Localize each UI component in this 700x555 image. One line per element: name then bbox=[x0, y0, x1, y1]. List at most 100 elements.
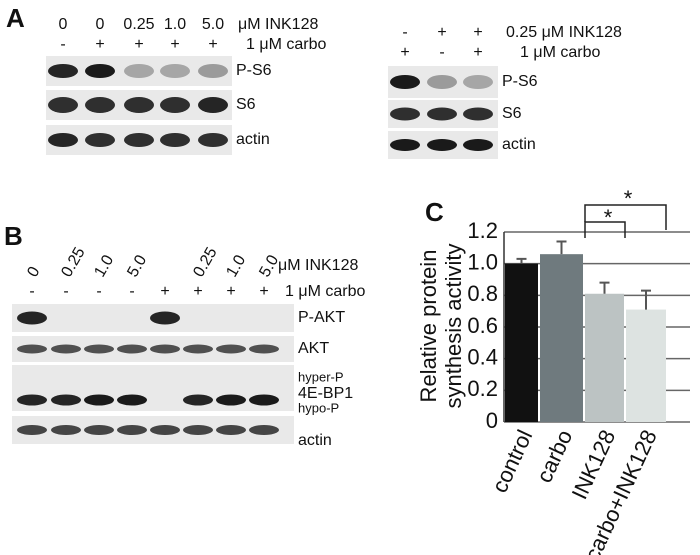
blot-band bbox=[124, 97, 154, 113]
blot-band bbox=[390, 139, 420, 151]
lane-sign: - bbox=[60, 36, 65, 53]
row-label: actin bbox=[502, 136, 536, 153]
blot-band bbox=[249, 344, 279, 354]
bar bbox=[540, 254, 583, 422]
lane-sign: + bbox=[208, 36, 217, 53]
significance-mark: * bbox=[604, 205, 613, 230]
lane-sign: + bbox=[400, 44, 409, 61]
blot-band bbox=[84, 394, 114, 406]
blot-band bbox=[117, 425, 147, 435]
blot-band bbox=[183, 425, 213, 435]
lane-label: 0.25 bbox=[58, 245, 88, 281]
y-tick-label: 1.0 bbox=[467, 249, 498, 274]
lane-sign: - bbox=[439, 44, 444, 61]
lane-sign: - bbox=[63, 283, 68, 300]
error-bar bbox=[516, 257, 527, 264]
lane-label: 1.0 bbox=[223, 252, 249, 280]
blot-band bbox=[183, 394, 213, 406]
lane-label: 0.25 bbox=[123, 16, 154, 33]
lane-sign: - bbox=[29, 283, 34, 300]
blot-band bbox=[183, 344, 213, 354]
row-label: P-AKT bbox=[298, 309, 345, 326]
blot-band bbox=[150, 425, 180, 435]
panel-label: C bbox=[425, 197, 444, 227]
lane-label: 0 bbox=[24, 264, 43, 280]
row-label: P-S6 bbox=[236, 62, 272, 79]
lane-sign: + bbox=[95, 36, 104, 53]
lane-label: 1.0 bbox=[164, 16, 186, 33]
lane-label: 0.25 bbox=[190, 245, 220, 281]
blot-band bbox=[160, 97, 190, 113]
blot-band bbox=[198, 64, 228, 78]
blot-band bbox=[390, 75, 420, 89]
bar bbox=[626, 309, 666, 422]
error-bar bbox=[556, 240, 567, 255]
blot-band bbox=[85, 64, 115, 78]
y-tick-label: 1.2 bbox=[467, 218, 498, 243]
blot-band bbox=[48, 64, 78, 78]
lane-sign: - bbox=[96, 283, 101, 300]
error-bar bbox=[599, 281, 610, 294]
lane-label: 5.0 bbox=[124, 252, 150, 280]
blot-band bbox=[85, 133, 115, 147]
lane-sign: + bbox=[473, 24, 482, 41]
blot-band bbox=[463, 107, 493, 121]
panel-label: B bbox=[4, 221, 23, 251]
y-axis-label: Relative protein bbox=[416, 250, 441, 403]
blot-band bbox=[117, 394, 147, 406]
axis-unit: μM INK128 bbox=[278, 257, 358, 274]
lane-sign: + bbox=[226, 283, 235, 300]
blot-band bbox=[124, 64, 154, 78]
significance-bracket bbox=[584, 221, 626, 238]
lane-label: 0 bbox=[59, 16, 68, 33]
blot-band bbox=[216, 344, 246, 354]
lane-label: 5.0 bbox=[202, 16, 224, 33]
blot-band bbox=[17, 311, 47, 325]
blot-band bbox=[463, 75, 493, 89]
row-label: S6 bbox=[236, 96, 256, 113]
axis-unit: μM INK128 bbox=[238, 16, 318, 33]
blot-band bbox=[48, 97, 78, 113]
blot-band bbox=[117, 344, 147, 354]
lane-sign: - bbox=[402, 24, 407, 41]
blot-band bbox=[160, 64, 190, 78]
blot-band bbox=[51, 344, 81, 354]
y-tick-label: 0.4 bbox=[467, 344, 498, 369]
row-label: AKT bbox=[298, 340, 329, 357]
row-label: S6 bbox=[502, 105, 522, 122]
blot-band bbox=[124, 133, 154, 147]
axis-unit: 1 μM carbo bbox=[520, 44, 600, 61]
blot-band bbox=[427, 75, 457, 89]
blot-strip bbox=[12, 365, 294, 411]
blot-band bbox=[390, 107, 420, 121]
blot-band bbox=[85, 97, 115, 113]
blot-band bbox=[198, 133, 228, 147]
blot-band bbox=[51, 425, 81, 435]
bar bbox=[585, 293, 624, 422]
axis-unit: 0.25 μM INK128 bbox=[506, 24, 622, 41]
blot-band bbox=[160, 133, 190, 147]
blot-band bbox=[249, 394, 279, 406]
lane-sign: + bbox=[193, 283, 202, 300]
x-tick-label: carbo bbox=[531, 426, 577, 486]
lane-label: 0 bbox=[96, 16, 105, 33]
blot-band bbox=[249, 425, 279, 435]
blot-band bbox=[48, 133, 78, 147]
blot-band bbox=[17, 425, 47, 435]
blot-band bbox=[216, 425, 246, 435]
bar bbox=[505, 263, 538, 422]
lane-sign: - bbox=[129, 283, 134, 300]
blot-band bbox=[84, 344, 114, 354]
panel-label: A bbox=[6, 3, 25, 33]
lane-sign: + bbox=[473, 44, 482, 61]
lane-sign: + bbox=[170, 36, 179, 53]
y-tick-label: 0.2 bbox=[467, 376, 498, 401]
row-label: P-S6 bbox=[502, 73, 538, 90]
error-bar bbox=[641, 289, 651, 310]
blot-band bbox=[427, 107, 457, 121]
blot-band bbox=[216, 394, 246, 406]
blot-band bbox=[463, 139, 493, 151]
blot-band bbox=[198, 97, 228, 113]
row-label: hypo-P bbox=[298, 400, 339, 415]
y-tick-label: 0 bbox=[486, 408, 498, 433]
